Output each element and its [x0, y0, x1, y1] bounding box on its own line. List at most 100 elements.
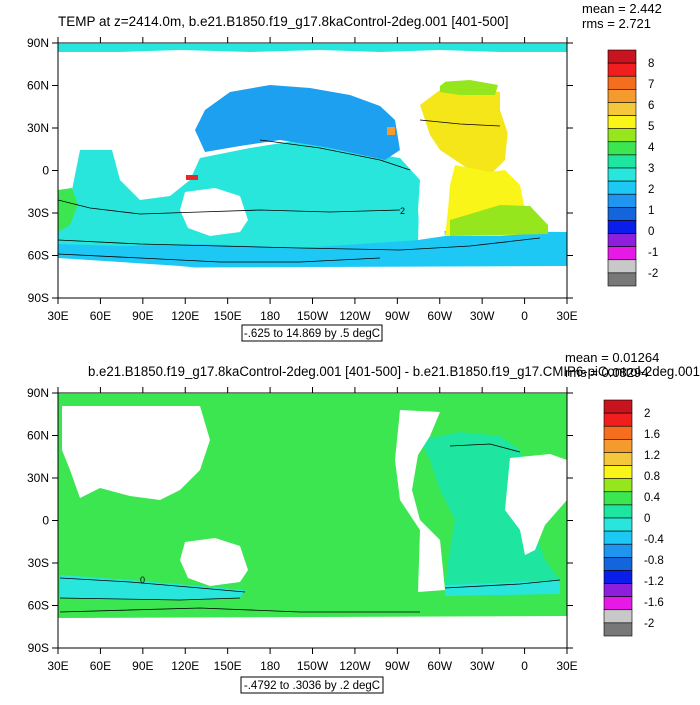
panel-1-lon-label: 60W	[427, 309, 452, 323]
panel-1-colorbar-label: 8	[648, 58, 654, 70]
panel-1-arctic	[58, 44, 567, 52]
panel-1-colorbar-swatch	[607, 233, 637, 247]
panel-1-colorbar-swatch	[607, 180, 637, 195]
panel-2-contour-natl	[449, 443, 521, 453]
panel-2-colorbar-label: 1.6	[644, 429, 660, 441]
panel-2-lon-label: 180	[260, 659, 280, 673]
panel-1-red-patch	[186, 175, 198, 180]
panel-1-colorbar-swatch	[607, 246, 637, 261]
panel-1-colorbar-label: 0	[648, 226, 654, 238]
panel-2-colorbar-label: -1.2	[644, 576, 664, 588]
panel-1-contour-label-2: 2	[400, 206, 405, 216]
panel-2-colorbar-label: -1.6	[644, 597, 664, 609]
panel-2-title: b.e21.B1850.f19_g17.8kaControl-2deg.001 …	[88, 364, 700, 379]
panel-1-contour-1	[58, 237, 541, 251]
panel-1-land-asia	[62, 56, 210, 150]
panel-1-colorbar-swatch	[607, 220, 637, 234]
panel-1-green-patch-south	[450, 205, 548, 236]
panel-1-colorbar-swatch	[607, 49, 637, 64]
panel-1-lat-label: 60S	[28, 249, 49, 263]
panel-1-contour-2	[58, 199, 401, 215]
panel-2-rms: rms = 0.08294	[565, 365, 648, 380]
panel-1-land-africa	[505, 104, 567, 205]
panel-2-lon-label: 120W	[339, 659, 371, 673]
panel-2-lon-label: 150E	[214, 659, 242, 673]
panel-1-contour-natl	[419, 119, 501, 127]
panel-2-southern-green-band	[58, 600, 567, 618]
panel-1-pacific-indian	[58, 140, 420, 248]
panel-1-lat-label: 30S	[28, 206, 49, 220]
panel-2-colorbar-swatch	[603, 596, 633, 611]
panel-1-lon-label: 120W	[339, 309, 371, 323]
panel-2-colorbar-swatch	[603, 543, 633, 558]
panel-1-colorbar: 8 7 6 5 4 3 2 1 0 -1 -2	[607, 49, 658, 287]
panel-1-colorbar-label: 7	[648, 79, 654, 91]
panel-1-lon-label: 60E	[90, 309, 111, 323]
panel-1-lat-label: 0	[42, 164, 49, 178]
panel-1-lon-label: 150W	[297, 309, 329, 323]
panel-2-lon-label: 60E	[90, 659, 111, 673]
panel-2-colorbar-swatch	[603, 465, 633, 479]
panel-2-range-box: -.4792 to .3036 by .2 degC	[240, 676, 384, 694]
panel-1-contour-ant	[58, 253, 381, 263]
panel-2-colorbar-swatch	[603, 504, 633, 519]
panel-1-lon-label: 90W	[385, 309, 410, 323]
panel-2-southern-ocean	[60, 575, 245, 600]
panel-2-lat-label: 60N	[27, 429, 49, 443]
panel-1-colorbar-swatch	[607, 154, 637, 169]
panel-2-lon-label: 30W	[470, 659, 495, 673]
panel-2-colorbar-swatch	[603, 491, 633, 506]
panel-1-colorbar-swatch	[607, 207, 637, 221]
panel-2-colorbar-label: 0.8	[644, 471, 660, 483]
panel-1-lon-label: 120E	[171, 309, 199, 323]
panel-2-colorbar-label: -0.8	[644, 555, 664, 567]
panel-2-lon-label: 90W	[385, 659, 410, 673]
panel-1-lat-label: 90S	[28, 291, 49, 305]
panel-1-colorbar-label: 2	[648, 184, 654, 196]
panel-2-lon-label: 30E	[556, 659, 577, 673]
panel-1-lon-label: 30E	[556, 309, 577, 323]
panel-2-colorbar-swatch	[603, 425, 633, 440]
panel-2-colorbar-swatch	[603, 452, 633, 466]
panel-2-contour-0d	[59, 607, 420, 613]
panel-1-colorbar-swatch	[607, 193, 637, 208]
panel-2-axes: 90N 60N 30N 0 30S 60S 90S 30E 60E 90E 120E 150E 180 1…	[27, 386, 578, 673]
panel-2-colorbar-swatch	[603, 570, 633, 584]
panel-1-colorbar-swatch	[607, 102, 637, 116]
panel-1-lon-label: 30E	[47, 309, 68, 323]
panel-2-lon-label: 0	[521, 659, 528, 673]
panel-1-map: 2	[58, 43, 567, 298]
panel-1-lat-label: 60N	[27, 79, 49, 93]
panel-1-colorbar-swatch	[607, 75, 637, 90]
panel-2-colorbar-label: 0.4	[644, 492, 661, 504]
panel-2-lon-label: 90E	[132, 659, 153, 673]
panel-1-colorbar-label: 6	[648, 100, 654, 112]
panel-2-range-label: -.4792 to .3036 by .2 degC	[244, 680, 380, 692]
panel-1-lat-label: 30N	[27, 121, 49, 135]
panel-2-map: 0	[58, 393, 567, 648]
panel-1-contour-npac	[259, 139, 411, 171]
panel-2-colorbar-swatch	[603, 530, 633, 545]
panel-2-colorbar-swatch	[603, 517, 633, 532]
panel-1-range-label: -.625 to 14.869 by .5 degC	[244, 328, 380, 340]
panel-2-land-antarctica	[58, 616, 567, 648]
panel-1-colorbar-swatch	[607, 89, 637, 103]
panel-1-colorbar-swatch	[607, 259, 637, 274]
panel-1-colorbar-label: -2	[648, 268, 658, 280]
panel-2-colorbar-swatch	[603, 583, 633, 597]
panel-2-colorbar-swatch	[603, 557, 633, 571]
panel-1-north-atlantic	[420, 88, 510, 175]
panel-2-land-australia	[180, 538, 248, 586]
panel-2-contour-0a	[59, 577, 246, 593]
panel-1-colorbar-label: 1	[648, 205, 654, 217]
panel-2-contour-label-0: 0	[140, 575, 145, 585]
panel-2-land-africa	[505, 454, 567, 555]
panel-1: TEMP at z=2414.0m, b.e21.B1850.f19_g17.8…	[27, 1, 662, 342]
panel-1-colorbar-swatch	[607, 115, 637, 129]
panel-2-lat-label: 60S	[28, 599, 49, 613]
panel-2-lat-label: 30N	[27, 471, 49, 485]
panel-1-north-pacific	[195, 85, 400, 160]
panel-1-colorbar-swatch	[607, 167, 637, 182]
panel-1-lon-label: 30W	[470, 309, 495, 323]
panel-2-colorbar-swatch	[603, 478, 633, 493]
